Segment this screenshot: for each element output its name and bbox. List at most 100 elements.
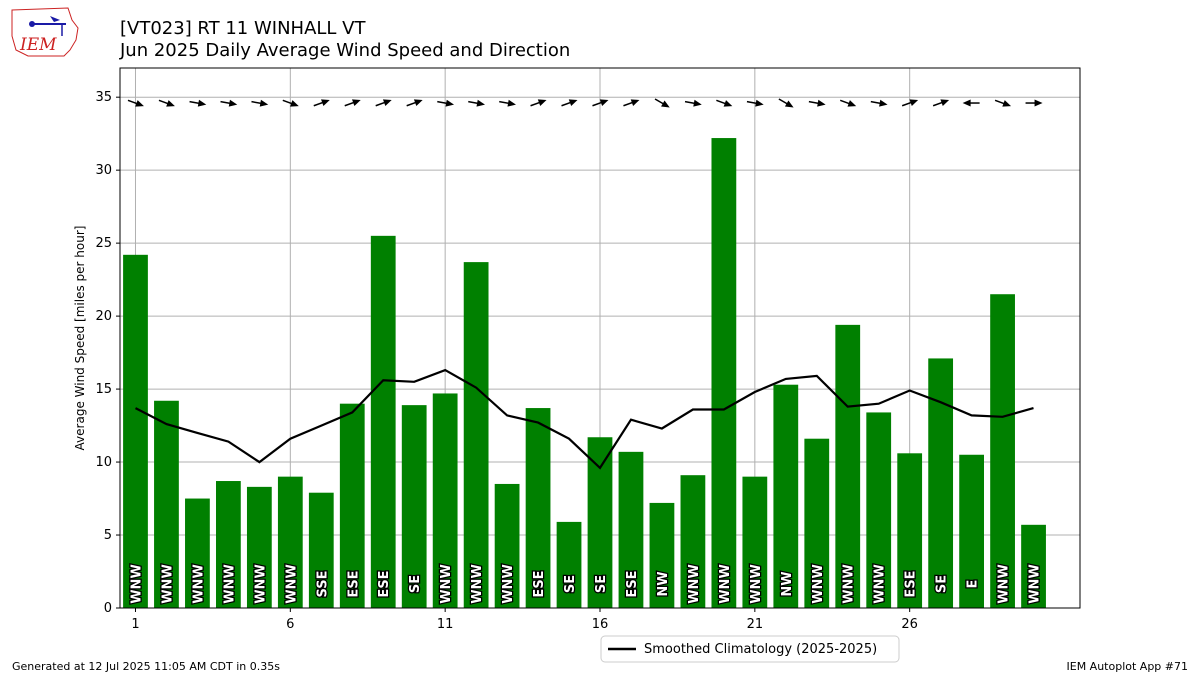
- generated-timestamp: Generated at 12 Jul 2025 11:05 AM CDT in…: [12, 660, 280, 673]
- bar: [185, 498, 210, 608]
- direction-label: SE: [594, 575, 609, 593]
- direction-label: WNW: [811, 564, 826, 604]
- wind-arrow: [1025, 99, 1043, 107]
- app-credit: IEM Autoplot App #71: [1066, 660, 1189, 673]
- bar: [711, 138, 737, 608]
- wind-arrow: [561, 99, 578, 107]
- direction-label: WNW: [997, 564, 1012, 604]
- wind-arrow: [684, 99, 702, 107]
- direction-label: WNW: [873, 564, 888, 604]
- bar: [804, 438, 830, 608]
- wind-arrow: [592, 99, 609, 107]
- direction-label: NW: [656, 571, 671, 596]
- bar: [959, 454, 984, 608]
- wind-arrow: [313, 99, 330, 107]
- direction-label: ESE: [346, 570, 361, 597]
- bar: [618, 451, 644, 608]
- direction-label: WNW: [470, 564, 485, 604]
- wind-arrow: [344, 99, 361, 107]
- wind-arrow: [127, 99, 144, 107]
- direction-label: WNW: [129, 564, 144, 604]
- bar: [154, 400, 179, 608]
- wind-arrow: [808, 99, 826, 107]
- bar-series: [123, 138, 1046, 609]
- direction-label: WNW: [284, 564, 299, 604]
- wind-arrow: [437, 99, 455, 107]
- climatology-polyline: [134, 368, 1034, 470]
- bar: [525, 408, 551, 608]
- direction-label: WNW: [718, 564, 733, 604]
- wind-arrow: [901, 99, 919, 107]
- direction-label: WNW: [749, 564, 764, 604]
- bar: [370, 235, 396, 609]
- bar: [587, 437, 613, 608]
- bar: [897, 453, 923, 608]
- wind-arrow: [499, 99, 516, 107]
- x-tick-label: 21: [747, 617, 764, 632]
- y-tick-label: 0: [104, 601, 112, 616]
- direction-label: ESE: [625, 570, 640, 597]
- wind-arrow: [251, 99, 269, 107]
- direction-label: SSE: [315, 570, 330, 597]
- direction-label: ESE: [904, 570, 919, 597]
- wind-arrow: [932, 99, 950, 107]
- direction-label: SE: [935, 575, 950, 593]
- chart-subtitle: Jun 2025 Daily Average Wind Speed and Di…: [120, 40, 571, 61]
- bar: [463, 262, 489, 608]
- x-tick-label: 1: [131, 617, 139, 632]
- bar: [928, 358, 954, 608]
- y-tick-label: 5: [104, 528, 112, 543]
- bar: [494, 483, 520, 608]
- iem-logo: IEM: [11, 7, 79, 57]
- bar: [246, 486, 272, 608]
- legend-label: Smoothed Climatology (2025-2025): [644, 642, 877, 657]
- bar: [308, 492, 334, 608]
- bar: [835, 324, 861, 608]
- direction-label: SE: [563, 575, 578, 593]
- bar: [216, 481, 241, 608]
- wind-arrow: [994, 99, 1012, 107]
- direction-arrows: [127, 98, 1043, 108]
- bar: [990, 294, 1015, 608]
- direction-label: WNW: [439, 564, 454, 604]
- y-tick-label: 15: [95, 382, 112, 397]
- wind-arrow: [468, 99, 485, 107]
- direction-label: WNW: [687, 564, 702, 604]
- y-tick-label: 20: [95, 309, 112, 324]
- wind-arrow: [282, 99, 299, 107]
- direction-label: ESE: [532, 570, 547, 597]
- y-tick-label: 10: [95, 455, 112, 470]
- wind-arrow: [778, 98, 794, 108]
- x-tick-label: 11: [437, 617, 454, 632]
- bar: [1021, 524, 1046, 608]
- wind-arrow: [654, 98, 670, 108]
- direction-label: ESE: [377, 570, 392, 597]
- bar: [277, 476, 303, 608]
- wind-arrow: [962, 99, 980, 107]
- logo-text: IEM: [19, 35, 57, 55]
- y-tick-label: 35: [95, 90, 112, 105]
- bar: [556, 521, 582, 608]
- bar: [432, 393, 458, 608]
- wind-arrow: [158, 99, 175, 107]
- bar: [773, 384, 799, 608]
- direction-label: WNW: [1028, 564, 1043, 604]
- wind-arrow: [870, 99, 888, 107]
- bar: [123, 254, 148, 609]
- direction-label: WNW: [191, 564, 206, 604]
- wind-arrow: [746, 99, 764, 107]
- direction-label: WNW: [222, 564, 237, 604]
- wind-arrow: [375, 99, 392, 107]
- wind-arrow: [189, 99, 207, 107]
- x-tick-label: 16: [592, 617, 609, 632]
- y-tick-label: 30: [95, 163, 112, 178]
- direction-label: WNW: [501, 564, 516, 604]
- x-tick-label: 26: [901, 617, 918, 632]
- y-tick-label: 25: [95, 236, 112, 251]
- direction-label: WNW: [253, 564, 268, 604]
- bar: [339, 403, 365, 608]
- wind-arrow: [839, 99, 857, 107]
- chart-title: [VT023] RT 11 WINHALL VT: [120, 18, 366, 39]
